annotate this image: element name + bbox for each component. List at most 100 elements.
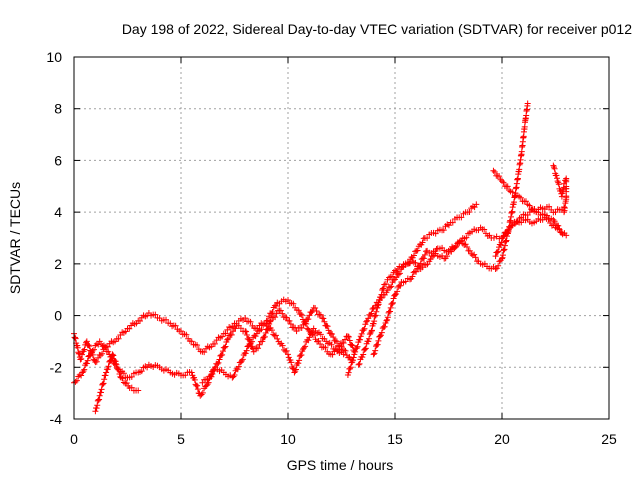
interpolated-point: [509, 189, 516, 196]
interpolated-point: [72, 334, 79, 341]
data-point: [105, 348, 112, 355]
interpolated-point: [94, 402, 101, 409]
data-point: [490, 167, 497, 174]
interpolated-point: [367, 311, 374, 318]
data-point: [317, 341, 324, 348]
interpolated-point: [389, 300, 396, 307]
interpolated-point: [377, 332, 384, 339]
interpolated-point: [126, 325, 133, 332]
data-point: [492, 266, 499, 273]
interpolated-point: [273, 303, 280, 310]
interpolated-point: [444, 253, 451, 260]
data-point: [96, 338, 103, 345]
data-point: [259, 338, 266, 345]
x-tick-label: 0: [70, 431, 78, 447]
interpolated-point: [286, 317, 293, 324]
y-tick-label: 2: [54, 256, 62, 272]
interpolated-point: [95, 354, 102, 361]
interpolated-point: [320, 315, 327, 322]
y-tick-label: 6: [54, 152, 62, 168]
interpolated-point: [371, 350, 378, 357]
interpolated-point: [297, 311, 304, 318]
interpolated-point: [272, 332, 279, 339]
interpolated-point: [330, 334, 337, 341]
y-tick-label: 8: [54, 101, 62, 117]
interpolated-point: [363, 318, 370, 325]
data-point: [340, 351, 347, 358]
y-tick-labels: -4 -2 0 2 4 6 8 10: [46, 49, 62, 427]
data-point: [77, 356, 84, 363]
interpolated-point: [353, 345, 360, 352]
data-point: [274, 335, 281, 342]
interpolated-point: [349, 357, 356, 364]
interpolated-point: [471, 251, 478, 258]
interpolated-point: [295, 360, 302, 367]
interpolated-point: [365, 315, 372, 322]
interpolated-point: [83, 360, 90, 367]
interpolated-point: [163, 316, 170, 323]
series-track-f: [355, 201, 480, 368]
interpolated-point: [279, 342, 286, 349]
interpolated-point: [96, 396, 103, 403]
interpolated-point: [270, 331, 277, 338]
data-point: [267, 317, 274, 324]
x-tick-label: 25: [601, 431, 617, 447]
data-point: [355, 361, 362, 368]
interpolated-point: [506, 187, 513, 194]
interpolated-point: [81, 346, 88, 353]
interpolated-point: [99, 343, 106, 350]
interpolated-point: [424, 235, 431, 242]
interpolated-point: [496, 173, 503, 180]
interpolated-point: [468, 250, 475, 257]
data-point: [285, 297, 291, 304]
interpolated-point: [298, 352, 305, 359]
data-point: [501, 232, 508, 239]
interpolated-point: [380, 285, 387, 292]
interpolated-point: [554, 175, 561, 182]
interpolated-point: [230, 373, 237, 380]
data-point: [92, 408, 99, 415]
data-point: [295, 307, 302, 314]
interpolated-point: [107, 357, 114, 364]
interpolated-point: [292, 366, 299, 373]
interpolated-point: [373, 308, 380, 315]
interpolated-point: [371, 318, 378, 325]
interpolated-point: [347, 365, 354, 372]
interpolated-point: [305, 316, 312, 323]
interpolated-point: [261, 333, 268, 340]
x-tick-labels: 0 5 10 15 20 25: [70, 431, 617, 447]
data-point: [524, 100, 531, 107]
interpolated-point: [194, 382, 201, 389]
data-point: [118, 374, 125, 381]
interpolated-point: [329, 351, 336, 358]
x-axis-label: GPS time / hours: [287, 457, 394, 473]
interpolated-point: [505, 228, 512, 235]
interpolated-point: [350, 354, 357, 361]
interpolated-point: [256, 341, 263, 348]
interpolated-point: [78, 355, 85, 362]
interpolated-point: [394, 266, 401, 273]
interpolated-point: [205, 379, 212, 386]
interpolated-point: [361, 325, 368, 332]
interpolated-point: [102, 344, 109, 351]
data-point: [362, 346, 369, 353]
axis-ticks: [73, 56, 610, 420]
interpolated-point: [112, 358, 119, 365]
data-point: [197, 392, 204, 399]
interpolated-point: [368, 310, 375, 317]
data-point: [383, 317, 390, 324]
interpolated-point: [277, 307, 284, 314]
interpolated-point: [360, 327, 367, 334]
interpolated-point: [306, 334, 313, 341]
interpolated-point: [215, 359, 222, 366]
interpolated-point: [119, 375, 126, 382]
interpolated-point: [329, 330, 336, 337]
interpolated-point: [317, 311, 324, 318]
y-tick-label: -4: [50, 411, 63, 427]
interpolated-point: [298, 312, 305, 319]
data-point: [466, 247, 473, 254]
interpolated-point: [453, 243, 460, 250]
series-track-c: [92, 351, 142, 415]
interpolated-point: [296, 357, 303, 364]
interpolated-point: [115, 335, 122, 342]
